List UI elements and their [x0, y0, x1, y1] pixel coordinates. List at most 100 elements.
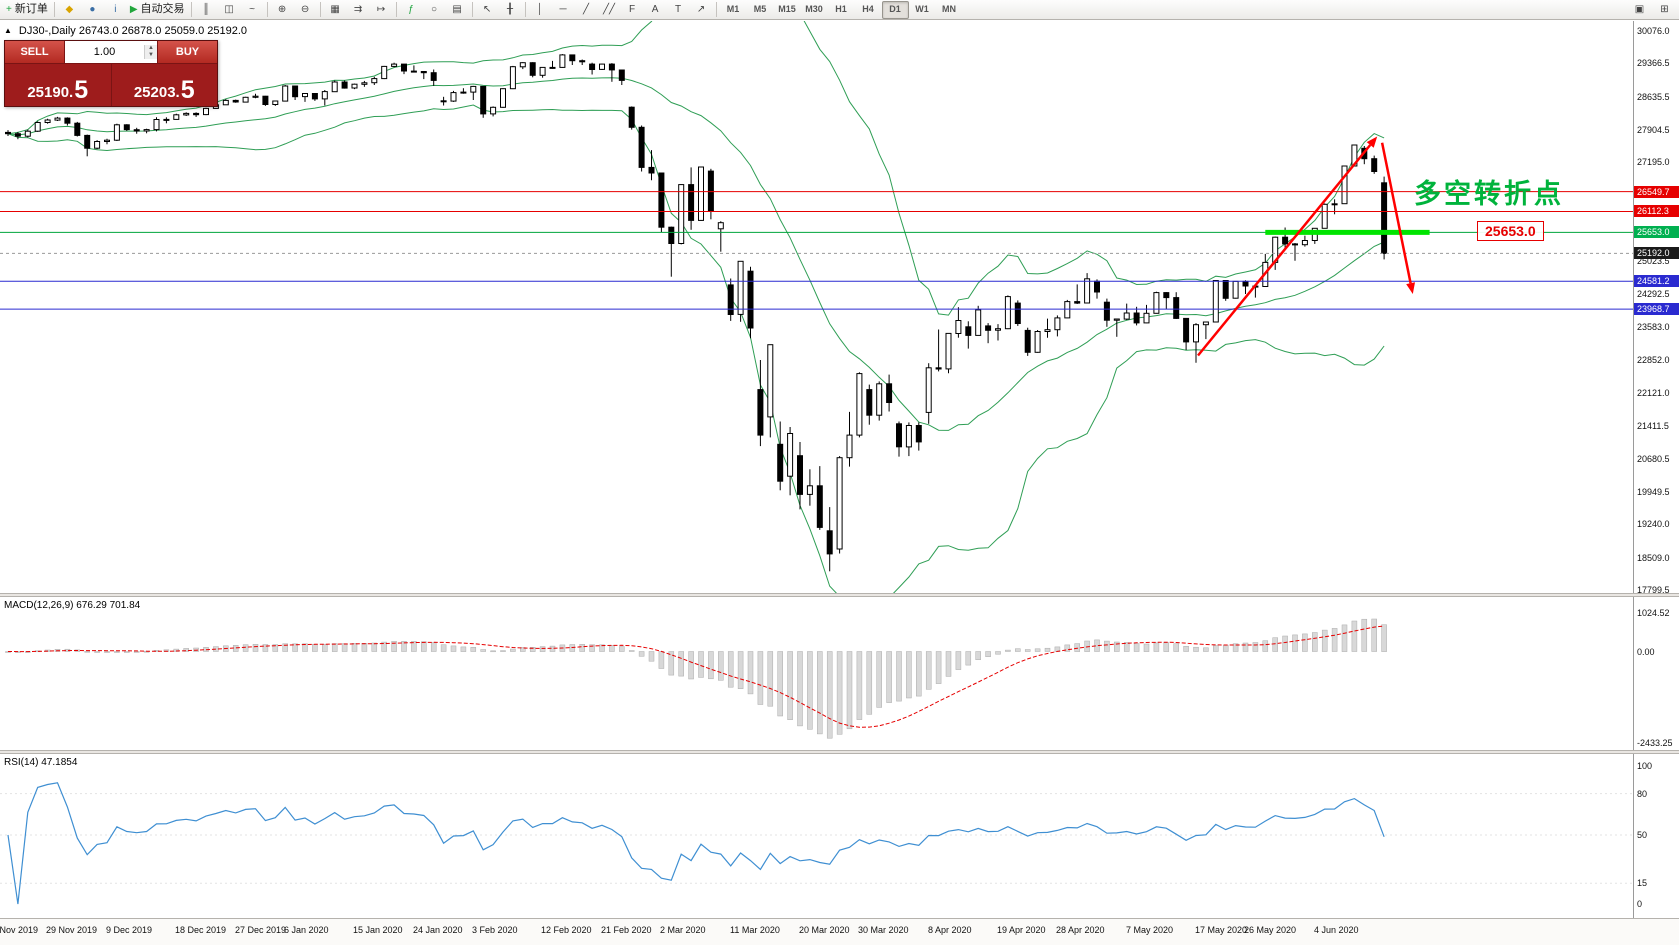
- market-watch-icon-icon: ●: [89, 3, 96, 15]
- window-list-icon[interactable]: ▣: [1628, 1, 1651, 19]
- timeframe-h4-button[interactable]: H4: [862, 4, 874, 14]
- new-order-button[interactable]: + 新订单: [3, 1, 51, 19]
- vertical-line-button[interactable]: │: [529, 1, 552, 19]
- timeframe-m5-button[interactable]: M5: [753, 4, 767, 14]
- trend-up-arrow[interactable]: [1197, 136, 1378, 357]
- macd-label: MACD(12,26,9) 676.29 701.84: [4, 600, 141, 611]
- timeframe-m15-button[interactable]: M15: [778, 4, 796, 14]
- timeframe-h1-button[interactable]: H1: [835, 4, 847, 14]
- chart-shift-icon: ↦: [376, 3, 386, 15]
- buy-price-frac: 5: [180, 76, 195, 104]
- sell-button[interactable]: SELL: [5, 41, 65, 63]
- candlestick-chart-button[interactable]: ◫: [218, 1, 241, 19]
- turning-point-annotation: 多空转折点: [1414, 179, 1564, 209]
- timeframe-m30-button[interactable]: M30: [805, 4, 823, 14]
- macd-tick-label: -2433.25: [1637, 738, 1673, 748]
- price-tick-label: 20680.5: [1637, 454, 1670, 464]
- rsi-panel[interactable]: RSI(14) 47.1854 100 80 50 15 0: [0, 754, 1679, 918]
- rsi-line: [7, 782, 1385, 905]
- toolbar-separator: [266, 2, 268, 17]
- timeframe-mn-button[interactable]: MN: [942, 4, 957, 14]
- crosshair-icon: ╂: [507, 3, 514, 15]
- price-tick-label: 21411.5: [1637, 421, 1669, 431]
- chart-shift-button[interactable]: ↦: [370, 1, 393, 19]
- timeframe-m1-button[interactable]: M1: [726, 4, 740, 14]
- time-axis[interactable]: 20 Nov 2019 29 Nov 2019 9 Dec 2019 18 Dec 2…: [0, 918, 1679, 945]
- toolbar: + 新订单 ◆ ● i ▶ 自动交易 ║ ◫ ~ ⊕ ⊖ ▦ ⇉ ↦ ƒ ○ ▤ ↖ ╂ │ ─ ╱ ╱╱ F A T ↗ M1 M5 M1…: [0, 0, 1679, 20]
- periods-button[interactable]: ○: [423, 1, 446, 19]
- data-window-icon-icon: i: [114, 3, 117, 15]
- volume-box: ▲ ▼: [65, 41, 157, 63]
- date-tick-label: 24 Jan 2020: [413, 925, 463, 935]
- macd-tick-label: 0.00: [1637, 647, 1655, 657]
- volume-decrease-button[interactable]: ▼: [145, 52, 157, 59]
- auto-scroll-button[interactable]: ⇉: [347, 1, 370, 19]
- cursor-button[interactable]: ↖: [476, 1, 499, 19]
- quick-search-icon-icon: ⊞: [1660, 3, 1669, 15]
- tile-windows-icon: ▦: [330, 3, 340, 15]
- date-tick-label: 2 Mar 2020: [660, 925, 706, 935]
- buy-price[interactable]: 25203. 5: [112, 64, 218, 106]
- price-tick-label: 19949.5: [1637, 487, 1670, 497]
- buy-button[interactable]: BUY: [157, 41, 217, 63]
- sell-price-frac: 5: [74, 76, 89, 104]
- price-tick-label: 27904.5: [1637, 125, 1670, 135]
- timeframe-d1-button[interactable]: D1: [881, 0, 909, 19]
- zoom-in-button[interactable]: ⊕: [271, 1, 294, 19]
- fibonacci-button[interactable]: F: [621, 1, 644, 19]
- volume-increase-button[interactable]: ▲: [145, 45, 157, 52]
- horizontal-line-button[interactable]: ─: [552, 1, 575, 19]
- data-window-icon[interactable]: i: [104, 1, 127, 19]
- date-tick-label: 29 Nov 2019: [46, 925, 98, 935]
- fibonacci-icon: F: [628, 3, 636, 15]
- text-label-button[interactable]: T: [667, 1, 690, 19]
- channel-button[interactable]: ╱╱: [598, 1, 621, 19]
- date-tick-label: 17 May 2020: [1195, 925, 1248, 935]
- date-tick-label: 28 Apr 2020: [1056, 925, 1105, 935]
- crosshair-button[interactable]: ╂: [499, 1, 522, 19]
- volume-input[interactable]: [65, 45, 144, 59]
- market-watch-icon[interactable]: ●: [81, 1, 104, 19]
- date-tick-label: 3 Feb 2020: [472, 925, 518, 935]
- price-level-badge: 24581.2: [1634, 275, 1679, 287]
- candlestick-chart-icon: ◫: [224, 3, 234, 15]
- macd-canvas: [5, 597, 1634, 750]
- periods-icon: ○: [431, 3, 438, 15]
- line-chart-button[interactable]: ~: [241, 1, 264, 19]
- date-tick-label: 20 Nov 2019: [0, 925, 39, 935]
- indicators-button[interactable]: ƒ: [400, 1, 423, 19]
- price-tick-label: 28635.5: [1637, 92, 1670, 102]
- macd-panel[interactable]: MACD(12,26,9) 676.29 701.84 1024.52 0.00 -…: [0, 597, 1679, 750]
- toolbar-separator: [53, 2, 55, 17]
- toolbar-separator: [395, 2, 397, 17]
- rsi-label: RSI(14) 47.1854: [4, 757, 78, 768]
- zoom-out-button[interactable]: ⊖: [294, 1, 317, 19]
- price-tick-label: 25023.5: [1637, 256, 1670, 266]
- sell-price[interactable]: 25190. 5: [5, 64, 112, 106]
- templates-button[interactable]: ▤: [446, 1, 469, 19]
- date-tick-label: 18 Dec 2019: [175, 925, 227, 935]
- text-button[interactable]: A: [644, 1, 667, 19]
- trendline-button[interactable]: ╱: [575, 1, 598, 19]
- panel-splitter[interactable]: [0, 750, 1679, 754]
- shapes-button[interactable]: ↗: [690, 1, 713, 19]
- profiles-icon[interactable]: ◆: [58, 1, 81, 19]
- tile-windows-button[interactable]: ▦: [324, 1, 347, 19]
- date-tick-label: 15 Jan 2020: [353, 925, 403, 935]
- price-tick-label: 22852.0: [1637, 355, 1670, 365]
- price-tick-label: 18509.0: [1637, 553, 1670, 563]
- auto-trading-button[interactable]: ▶ 自动交易: [127, 1, 188, 19]
- sell-price-main: 25190.: [27, 84, 74, 101]
- timeframe-w1-button[interactable]: W1: [915, 4, 929, 14]
- trend-down-arrow[interactable]: [1380, 142, 1415, 294]
- horizontal-line-icon: ─: [559, 3, 567, 15]
- main-chart-panel[interactable]: ▲ DJ30-,Daily 26743.0 26878.0 25059.0 251…: [0, 21, 1679, 595]
- trendline-icon: ╱: [583, 3, 590, 15]
- cursor-icon: ↖: [482, 3, 492, 15]
- price-tick-label: 23583.0: [1637, 322, 1670, 332]
- bar-chart-button[interactable]: ║: [195, 1, 218, 19]
- quick-search-icon[interactable]: ⊞: [1653, 1, 1676, 19]
- new-order-button-label: 新订单: [14, 3, 48, 15]
- panel-splitter[interactable]: [0, 593, 1679, 597]
- panel-collapse-arrow[interactable]: ▲: [4, 26, 12, 35]
